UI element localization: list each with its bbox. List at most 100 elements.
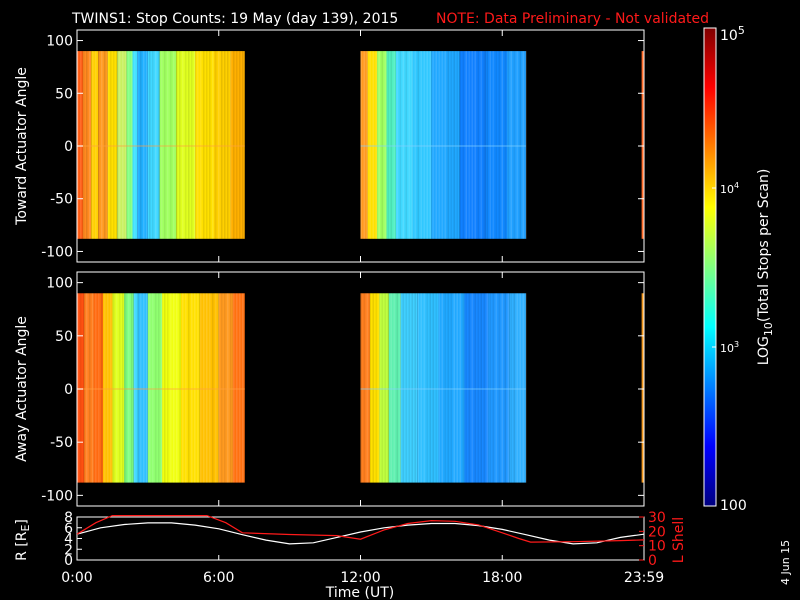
heatmap-texture xyxy=(471,293,473,483)
y-tick-label: -50 xyxy=(50,192,73,208)
heatmap-cell xyxy=(159,51,177,239)
heatmap-texture xyxy=(450,51,452,239)
heatmap-texture xyxy=(221,51,223,239)
heatmap-texture xyxy=(402,51,404,239)
heatmap-cell xyxy=(641,293,644,483)
heatmap-texture xyxy=(140,51,142,239)
heatmap-texture xyxy=(107,51,109,239)
heatmap-cell xyxy=(117,51,127,239)
colorbar-tick-1e4: 104 xyxy=(720,181,739,196)
heatmap-texture xyxy=(498,51,500,239)
colorbar-tick-100: 100 xyxy=(720,498,747,514)
heatmap-texture xyxy=(176,51,178,239)
heatmap-texture xyxy=(173,51,175,239)
orbit-y-tick-label: 4 xyxy=(64,532,73,548)
heatmap-texture xyxy=(203,293,205,483)
heatmap-cell xyxy=(77,51,83,239)
heatmap-texture xyxy=(170,51,172,239)
heatmap-cell xyxy=(438,293,465,483)
heatmap-texture xyxy=(230,51,232,239)
heatmap-texture xyxy=(360,293,362,483)
plot-title: TWINS1: Stop Counts: 19 May (day 139), 2… xyxy=(71,11,398,27)
heatmap-texture xyxy=(110,293,112,483)
heatmap-cell xyxy=(199,293,219,483)
heatmap-cell xyxy=(506,51,526,239)
heatmap-texture xyxy=(230,293,232,483)
heatmap-texture xyxy=(456,293,458,483)
heatmap-texture xyxy=(474,51,476,239)
heatmap-texture xyxy=(381,293,383,483)
colorbar-gradient xyxy=(704,28,716,506)
y-tick-label: -100 xyxy=(41,488,73,504)
orbit-x-ticks: 0:00 6:00 12:00 18:00 23:59 xyxy=(61,555,664,586)
heatmap-cell xyxy=(84,293,94,483)
heatmap-texture xyxy=(119,51,121,239)
heatmap-texture xyxy=(408,293,410,483)
heatmap-texture xyxy=(224,51,226,239)
heatmap-texture xyxy=(215,293,217,483)
orbit-y2-tick-label: 20 xyxy=(648,524,666,540)
heatmap-texture xyxy=(429,51,431,239)
heatmap-cell xyxy=(431,51,460,239)
heatmap-cell xyxy=(82,51,92,239)
heatmap-texture xyxy=(221,293,223,483)
heatmap-texture xyxy=(369,293,371,483)
y-tick-label: -100 xyxy=(41,244,73,260)
heatmap-texture xyxy=(203,51,205,239)
heatmap-texture xyxy=(384,293,386,483)
heatmap-texture xyxy=(456,51,458,239)
heatmap-texture xyxy=(152,51,154,239)
heatmap-cell xyxy=(367,51,378,239)
heatmap-texture xyxy=(486,51,488,239)
heatmap-texture xyxy=(510,51,512,239)
heatmap-texture xyxy=(185,293,187,483)
heatmap-texture xyxy=(137,293,139,483)
heatmap-texture xyxy=(426,293,428,483)
zero-angle-streak xyxy=(360,145,526,147)
heatmap-texture xyxy=(179,51,181,239)
heatmap-texture xyxy=(363,51,365,239)
heatmap-texture xyxy=(438,293,440,483)
heatmap-texture xyxy=(143,51,145,239)
heatmap-texture xyxy=(408,51,410,239)
heatmap-texture xyxy=(360,51,362,239)
heatmap-texture xyxy=(420,293,422,483)
heatmap-texture xyxy=(89,293,91,483)
toward-x-ticks xyxy=(76,30,645,262)
heatmap-texture xyxy=(239,51,241,239)
heatmap-cell xyxy=(459,51,486,239)
heatmap-cell xyxy=(132,51,138,239)
heatmap-cell xyxy=(417,293,439,483)
heatmap-cell xyxy=(386,51,396,239)
heatmap-texture xyxy=(390,51,392,239)
orbit-y-tick-label: 0 xyxy=(64,553,73,569)
y-tick-label: 50 xyxy=(55,86,73,102)
heatmap-texture xyxy=(417,293,419,483)
heatmap-cell xyxy=(93,293,103,483)
heatmap-cell xyxy=(369,293,380,483)
heatmap-texture xyxy=(98,51,100,239)
preliminary-note: NOTE: Data Preliminary - Not validated xyxy=(436,11,709,27)
toward-y-ticks: 100 50 0 -50 -100 xyxy=(41,34,644,260)
heatmap-texture xyxy=(486,293,488,483)
heatmap-texture xyxy=(212,293,214,483)
heatmap-cell xyxy=(98,51,108,239)
toward-heatmap-cells xyxy=(77,51,644,239)
heatmap-texture xyxy=(92,293,94,483)
heatmap-texture xyxy=(519,51,521,239)
heatmap-cell xyxy=(488,293,510,483)
heatmap-texture xyxy=(161,293,163,483)
heatmap-texture xyxy=(194,51,196,239)
heatmap-texture xyxy=(149,293,151,483)
heatmap-texture xyxy=(236,51,238,239)
heatmap-texture xyxy=(384,51,386,239)
heatmap-texture xyxy=(110,51,112,239)
heatmap-texture xyxy=(80,293,82,483)
l-shell-line xyxy=(76,514,645,543)
heatmap-texture xyxy=(399,51,401,239)
radius-line xyxy=(76,522,645,545)
heatmap-texture xyxy=(393,293,395,483)
heatmap-texture xyxy=(191,293,193,483)
heatmap-cell xyxy=(137,51,148,239)
y-tick-label: 0 xyxy=(64,139,73,155)
